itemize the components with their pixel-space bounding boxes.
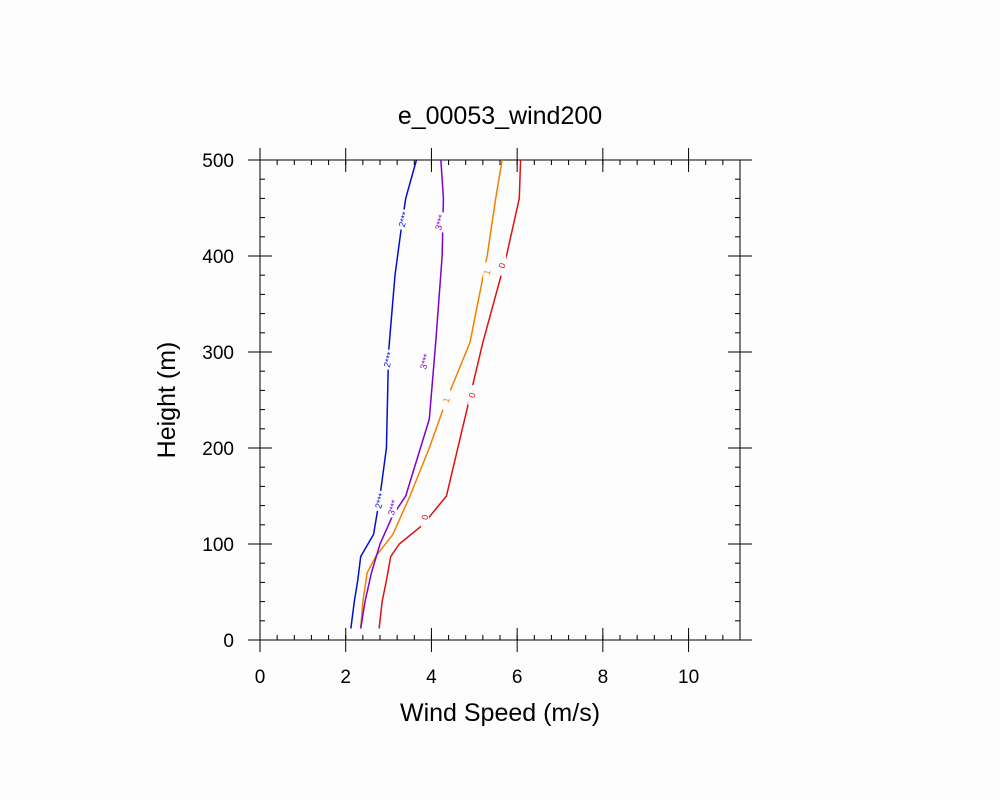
series-inline-label: 2*** bbox=[373, 492, 387, 510]
y-axis-title: Height (m) bbox=[153, 342, 181, 459]
y-tick-label: 400 bbox=[202, 247, 234, 268]
series-label-bg bbox=[421, 351, 429, 372]
series-line bbox=[359, 159, 445, 629]
series-label-bg bbox=[399, 209, 408, 230]
plot-border bbox=[259, 159, 741, 641]
series-label-bg bbox=[483, 262, 492, 283]
series-inline-label: 0 bbox=[420, 513, 431, 520]
x-tick-label: 10 bbox=[678, 667, 699, 688]
x-tick-label: 4 bbox=[426, 667, 437, 688]
series-label-bg bbox=[421, 507, 429, 528]
series-line bbox=[350, 159, 418, 629]
chart-title: e_00053_wind200 bbox=[398, 102, 602, 130]
series-inline-label: 1 bbox=[482, 269, 493, 276]
x-tick-label: 2 bbox=[340, 667, 351, 688]
x-tick-label: 6 bbox=[512, 667, 523, 688]
plot-frame bbox=[259, 159, 741, 641]
y-tick-label: 300 bbox=[202, 343, 234, 364]
series-label-bg bbox=[384, 349, 393, 370]
series-line bbox=[359, 159, 503, 629]
series-label-bg bbox=[376, 490, 384, 511]
x-tick-label: 8 bbox=[598, 667, 609, 688]
y-tick-label: 0 bbox=[223, 631, 234, 652]
series-2: 2*** 2*** 2*** bbox=[350, 159, 418, 629]
series-inline-label: 1 bbox=[441, 396, 452, 403]
series-label-bg bbox=[436, 212, 444, 233]
series-label-bg bbox=[498, 255, 507, 276]
x-tick-label: 0 bbox=[255, 667, 266, 688]
series-0: 0 0 0 bbox=[378, 159, 522, 629]
series-inline-label: 3*** bbox=[433, 213, 447, 231]
y-tick-label: 200 bbox=[202, 439, 234, 460]
series-inline-label: 2*** bbox=[382, 350, 396, 368]
series-inline-label: 2*** bbox=[397, 210, 411, 228]
series-label-bg bbox=[442, 390, 451, 410]
x-axis-ticks: 0 2 4 6 8 10 bbox=[255, 148, 699, 688]
series-inline-label: 3*** bbox=[386, 498, 400, 516]
series-label-bg bbox=[468, 385, 477, 406]
series-1: 11 bbox=[359, 159, 503, 629]
series-inline-label: 0 bbox=[467, 391, 478, 398]
y-tick-label: 500 bbox=[202, 151, 234, 172]
minor-ticks bbox=[259, 159, 741, 641]
x-axis-title: Wind Speed (m/s) bbox=[400, 699, 600, 727]
series-inline-label: 3*** bbox=[418, 352, 432, 370]
y-tick-label: 100 bbox=[202, 535, 234, 556]
series-label-bg bbox=[388, 497, 397, 518]
series-inline-label: 0 bbox=[497, 262, 508, 269]
series-3: 3*** 3*** 3*** bbox=[359, 159, 447, 629]
